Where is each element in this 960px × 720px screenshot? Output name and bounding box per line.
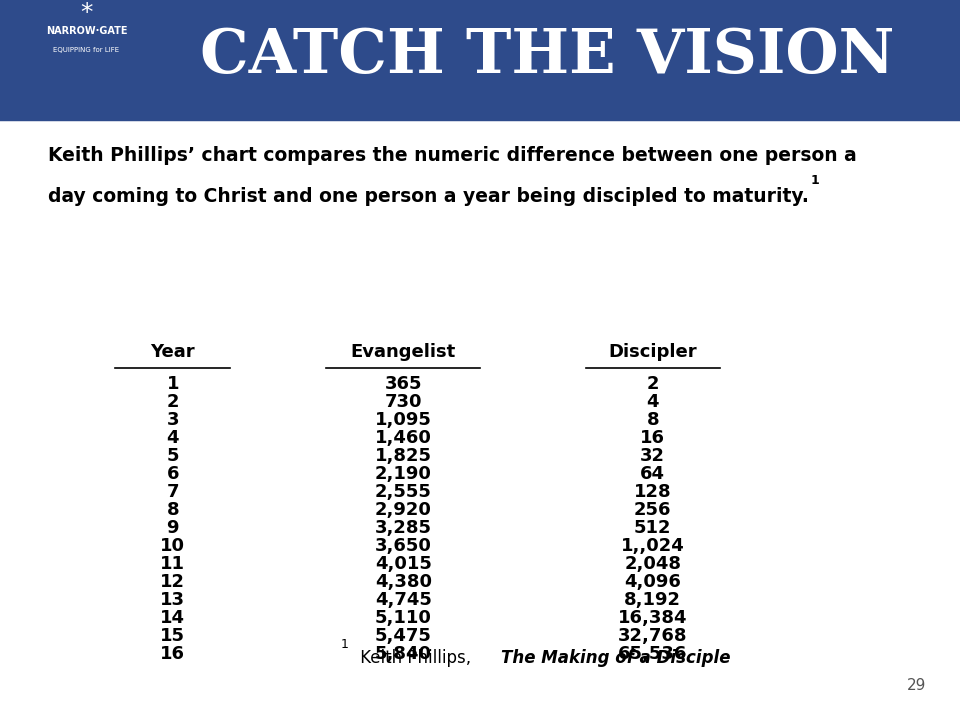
- Text: Keith Phillips’ chart compares the numeric difference between one person a: Keith Phillips’ chart compares the numer…: [48, 146, 856, 166]
- Text: 4,015: 4,015: [374, 555, 432, 573]
- Text: 2,555: 2,555: [374, 483, 432, 501]
- Text: 8,192: 8,192: [624, 591, 682, 609]
- Text: 5,110: 5,110: [374, 609, 432, 627]
- Text: 365: 365: [384, 375, 422, 393]
- Text: 15: 15: [160, 627, 185, 645]
- Text: 1: 1: [166, 375, 180, 393]
- Text: *: *: [81, 1, 92, 25]
- Text: 2,048: 2,048: [624, 555, 682, 573]
- Text: 3,650: 3,650: [374, 537, 432, 555]
- Text: 8: 8: [166, 501, 180, 519]
- Text: 64: 64: [640, 465, 665, 483]
- Text: day coming to Christ and one person a year being discipled to maturity.: day coming to Christ and one person a ye…: [48, 187, 809, 206]
- Text: 10: 10: [160, 537, 185, 555]
- Text: 730: 730: [384, 393, 422, 411]
- Text: Evangelist: Evangelist: [350, 343, 456, 361]
- Text: 4,096: 4,096: [624, 573, 682, 591]
- Text: 32,768: 32,768: [618, 627, 687, 645]
- Text: The Making of a Disciple: The Making of a Disciple: [501, 649, 731, 667]
- Text: 1,825: 1,825: [374, 447, 432, 465]
- Text: 7: 7: [166, 483, 180, 501]
- Text: 128: 128: [634, 483, 672, 501]
- Text: 11: 11: [160, 555, 185, 573]
- Text: 512: 512: [634, 519, 672, 537]
- Text: Keith Phillips,: Keith Phillips,: [355, 649, 476, 667]
- Text: 4: 4: [166, 429, 180, 447]
- Text: 1,,024: 1,,024: [621, 537, 684, 555]
- Text: 16: 16: [160, 645, 185, 663]
- Text: 5: 5: [166, 447, 180, 465]
- Text: 29: 29: [907, 678, 926, 693]
- Text: 2: 2: [646, 375, 660, 393]
- Text: 1: 1: [341, 638, 348, 651]
- Text: 5,475: 5,475: [374, 627, 432, 645]
- FancyBboxPatch shape: [0, 0, 960, 120]
- Text: 256: 256: [634, 501, 672, 519]
- Text: 1: 1: [810, 174, 819, 187]
- Text: 16: 16: [640, 429, 665, 447]
- Text: NARROW·GATE: NARROW·GATE: [46, 26, 127, 36]
- Text: 6: 6: [166, 465, 180, 483]
- Text: 1,460: 1,460: [374, 429, 432, 447]
- Text: 2: 2: [166, 393, 180, 411]
- Text: 8: 8: [646, 411, 660, 429]
- Text: 2,920: 2,920: [374, 501, 432, 519]
- Text: 16,384: 16,384: [618, 609, 687, 627]
- Text: 4,745: 4,745: [374, 591, 432, 609]
- Text: 3,285: 3,285: [374, 519, 432, 537]
- Text: 14: 14: [160, 609, 185, 627]
- Text: 1,095: 1,095: [374, 411, 432, 429]
- Text: 2,190: 2,190: [374, 465, 432, 483]
- Text: 32: 32: [640, 447, 665, 465]
- Text: 3: 3: [166, 411, 180, 429]
- Text: 4: 4: [646, 393, 660, 411]
- Text: 12: 12: [160, 573, 185, 591]
- Text: Discipler: Discipler: [609, 343, 697, 361]
- Text: Year: Year: [151, 343, 195, 361]
- Text: 65,536: 65,536: [618, 645, 687, 663]
- Text: CATCH THE VISION: CATCH THE VISION: [200, 26, 895, 86]
- Text: 4,380: 4,380: [374, 573, 432, 591]
- Text: EQUIPPING for LIFE: EQUIPPING for LIFE: [54, 48, 119, 53]
- Text: 5,840: 5,840: [374, 645, 432, 663]
- Text: 9: 9: [166, 519, 180, 537]
- Text: 13: 13: [160, 591, 185, 609]
